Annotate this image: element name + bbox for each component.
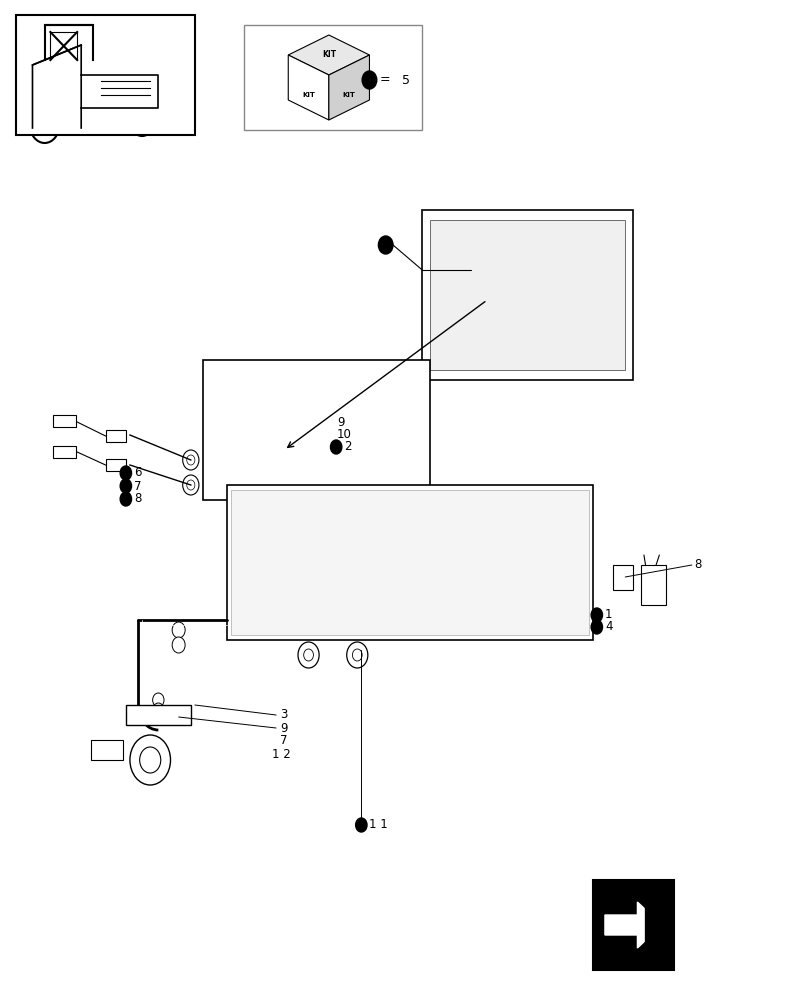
Text: 8: 8	[134, 492, 141, 506]
Circle shape	[120, 492, 131, 506]
Bar	[105, 459, 126, 471]
Circle shape	[182, 450, 199, 470]
Circle shape	[152, 693, 164, 707]
Text: 6: 6	[134, 466, 141, 480]
Circle shape	[152, 703, 164, 717]
Bar	[91, 740, 123, 760]
Circle shape	[590, 620, 602, 634]
Text: 8: 8	[693, 558, 701, 572]
Circle shape	[120, 466, 131, 480]
Bar	[422, 210, 633, 380]
Bar	[105, 430, 126, 442]
Circle shape	[130, 735, 170, 785]
Text: 9: 9	[337, 416, 344, 428]
Circle shape	[298, 642, 319, 668]
Bar	[53, 415, 75, 427]
Bar	[53, 446, 75, 458]
Text: KIT: KIT	[342, 92, 355, 98]
Polygon shape	[288, 35, 369, 75]
Circle shape	[330, 440, 341, 454]
Circle shape	[245, 607, 266, 633]
Bar	[203, 360, 430, 500]
Polygon shape	[288, 55, 328, 120]
Bar	[126, 705, 191, 725]
Text: 1: 1	[604, 608, 611, 621]
Text: 2: 2	[344, 440, 351, 454]
Text: 10: 10	[337, 428, 351, 442]
Bar	[231, 490, 588, 635]
Text: 5: 5	[401, 74, 410, 87]
Text: 1 2: 1 2	[272, 748, 290, 760]
Circle shape	[120, 479, 131, 493]
Circle shape	[182, 475, 199, 495]
Bar	[592, 880, 673, 970]
Polygon shape	[328, 55, 369, 120]
Circle shape	[172, 622, 185, 638]
Bar	[243, 25, 422, 130]
Polygon shape	[604, 902, 661, 948]
Text: 9: 9	[280, 722, 287, 734]
Text: 7: 7	[134, 480, 141, 492]
Bar	[430, 220, 624, 370]
Circle shape	[172, 637, 185, 653]
Bar	[16, 15, 195, 135]
Text: KIT: KIT	[321, 50, 336, 59]
Circle shape	[590, 608, 602, 622]
Text: =: =	[380, 74, 390, 87]
Circle shape	[355, 818, 367, 832]
Circle shape	[362, 71, 376, 89]
Text: 3: 3	[280, 708, 287, 722]
Circle shape	[346, 642, 367, 668]
Bar	[612, 565, 633, 590]
Text: KIT: KIT	[302, 92, 315, 98]
Text: 1 1: 1 1	[369, 818, 388, 832]
Polygon shape	[645, 905, 665, 945]
Bar	[641, 565, 665, 605]
Circle shape	[378, 236, 393, 254]
Text: 7: 7	[280, 734, 287, 748]
Text: 4: 4	[604, 620, 611, 634]
Bar	[227, 485, 592, 640]
